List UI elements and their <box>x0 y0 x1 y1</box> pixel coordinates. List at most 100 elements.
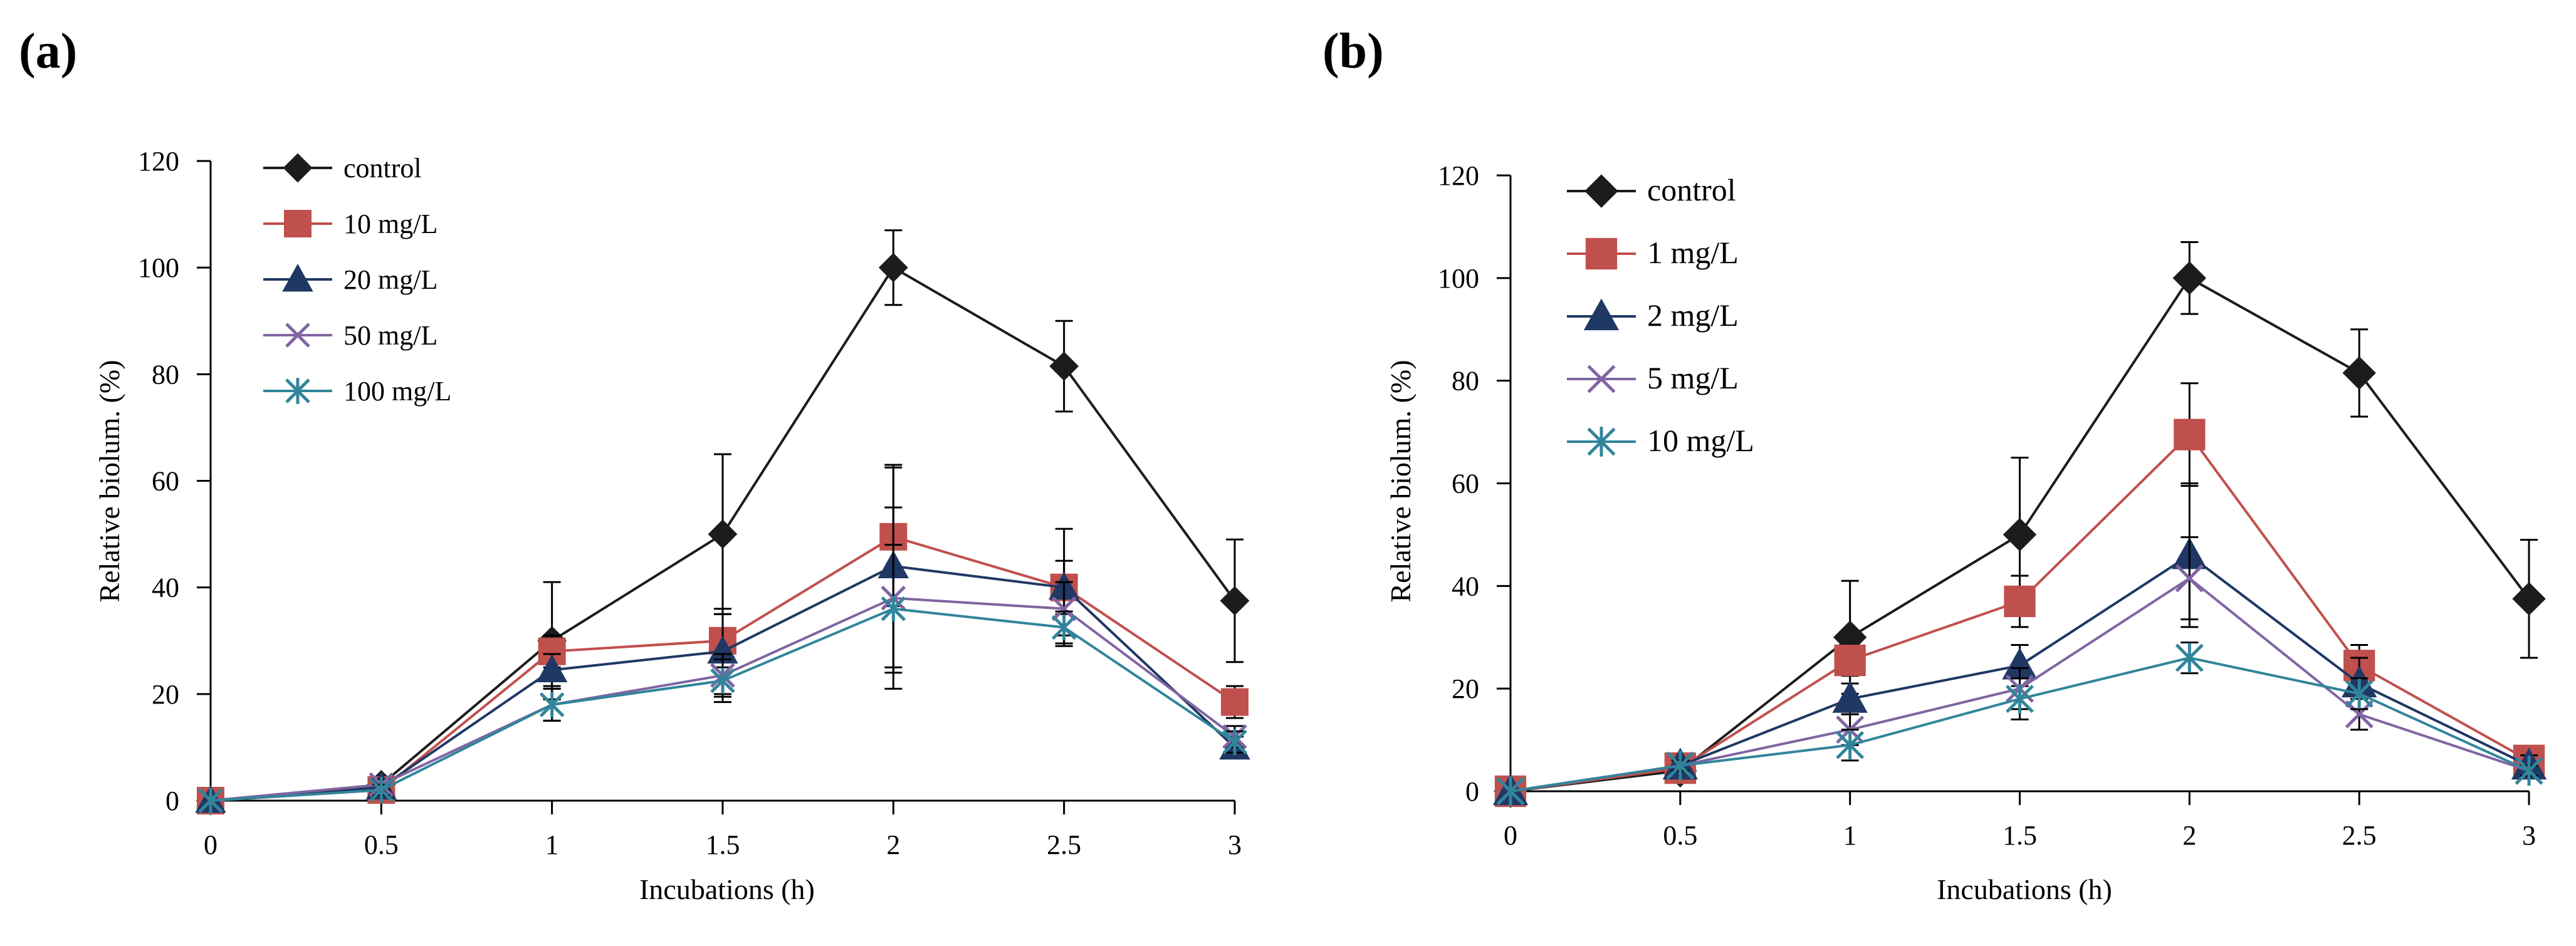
legend-item: control <box>263 153 422 184</box>
data-point-marker <box>1496 776 1525 806</box>
legend-item: 2 mg/L <box>1567 298 1739 333</box>
legend-item: 10 mg/L <box>1567 423 1754 458</box>
panel-label-b: (b) <box>1322 24 1384 79</box>
legend-item: control <box>1567 172 1736 208</box>
x-axis-label: Incubations (h) <box>639 873 815 905</box>
y-axis-label: Relative biolum. (%) <box>93 360 125 602</box>
legend: control 10 mg/L 20 mg/L 50 mg/L 100 mg/L <box>263 153 451 407</box>
y-tick-label: 100 <box>138 252 179 283</box>
legend-marker <box>1587 365 1616 393</box>
data-point-marker <box>1222 729 1247 756</box>
y-tick-label: 120 <box>138 146 179 177</box>
data-point-marker <box>369 777 394 803</box>
legend: control 1 mg/L 2 mg/L 5 mg/L 10 mg/L <box>1567 172 1754 458</box>
legend-marker <box>284 210 312 237</box>
x-tick-label: 1 <box>545 829 559 860</box>
legend-marker <box>282 263 313 292</box>
y-tick-label: 20 <box>1452 673 1479 704</box>
y-tick-label: 80 <box>1452 366 1479 397</box>
x-tick-label: 1 <box>1843 820 1857 851</box>
legend-marker <box>1584 174 1618 208</box>
legend-marker <box>1587 427 1616 457</box>
data-point-marker <box>2174 418 2206 450</box>
x-tick-label: 2 <box>886 829 900 860</box>
data-point-marker <box>2345 678 2374 709</box>
legend-label: 10 mg/L <box>1647 423 1754 458</box>
data-point-marker <box>2175 564 2204 593</box>
legend-label: 100 mg/L <box>343 376 451 407</box>
data-point-marker <box>2004 585 2036 618</box>
x-tick-label: 3 <box>2522 820 2536 851</box>
legend-label: control <box>1647 172 1736 207</box>
legend-item: 100 mg/L <box>263 376 451 407</box>
legend-label: 5 mg/L <box>1647 360 1739 395</box>
legend-label: 50 mg/L <box>343 320 437 351</box>
series-100-mg-l <box>198 544 1247 814</box>
y-tick-label: 120 <box>1438 160 1479 191</box>
data-point-marker <box>1832 681 1868 713</box>
legend-label: 20 mg/L <box>343 264 437 295</box>
data-point-marker <box>536 654 568 682</box>
legend-item: 50 mg/L <box>263 320 437 351</box>
y-tick-label: 60 <box>152 466 179 497</box>
x-tick-label: 0 <box>204 829 217 860</box>
data-point-marker <box>2175 643 2204 673</box>
legend-label: 10 mg/L <box>343 209 437 239</box>
data-point-marker <box>1051 596 1077 621</box>
data-point-marker <box>710 667 735 694</box>
data-point-marker <box>881 596 906 622</box>
legend-marker <box>285 378 310 404</box>
y-tick-label: 80 <box>152 359 179 390</box>
y-tick-label: 60 <box>1452 469 1479 499</box>
x-axis: 0 0.5 1 1.5 2 2.5 3 Incubations (h) <box>1504 790 2536 905</box>
y-tick-label: 40 <box>1452 571 1479 601</box>
legend-marker <box>283 153 313 183</box>
y-axis: 0 20 40 60 80 100 120 Relative biolum. (%) <box>93 146 212 816</box>
y-tick-label: 0 <box>165 786 179 816</box>
panel-label-a: (a) <box>19 24 77 79</box>
legend-marker <box>1585 237 1618 270</box>
data-point-marker <box>1834 644 1866 677</box>
data-point-marker <box>878 252 908 283</box>
y-tick-label: 40 <box>152 573 179 603</box>
y-tick-label: 100 <box>1438 263 1479 294</box>
legend-item: 5 mg/L <box>1567 360 1739 395</box>
x-tick-label: 0 <box>1504 820 1517 851</box>
y-axis: 0 20 40 60 80 100 120 Relative biolum. (%) <box>1385 160 1512 807</box>
x-tick-label: 3 <box>1228 829 1242 860</box>
legend-label: 1 mg/L <box>1647 235 1739 270</box>
legend-label: control <box>343 153 422 184</box>
series-10-mg-l <box>1496 641 2543 806</box>
legend-label: 2 mg/L <box>1647 298 1739 333</box>
data-point-marker <box>539 692 565 718</box>
data-point-marker <box>2003 517 2037 552</box>
legend-item: 1 mg/L <box>1567 235 1739 270</box>
series-layer <box>195 229 1250 816</box>
y-tick-label: 0 <box>1465 776 1479 807</box>
data-point-marker <box>2342 356 2376 390</box>
data-point-marker <box>2345 700 2374 729</box>
x-tick-label: 0.5 <box>364 829 399 860</box>
legend-item: 20 mg/L <box>263 263 437 295</box>
y-axis-label: Relative biolum. (%) <box>1385 360 1416 602</box>
legend-marker <box>285 323 310 348</box>
data-point-marker <box>2512 582 2546 616</box>
x-tick-label: 2 <box>2182 820 2196 851</box>
data-point-marker <box>2172 261 2207 295</box>
x-tick-label: 1.5 <box>706 829 740 860</box>
x-tick-label: 2.5 <box>2342 820 2377 851</box>
data-point-marker <box>2515 756 2543 786</box>
data-point-marker <box>1221 688 1249 716</box>
data-point-marker <box>1051 614 1077 641</box>
data-point-marker <box>2006 684 2034 714</box>
legend-marker <box>1583 298 1620 331</box>
data-point-marker <box>1666 751 1695 781</box>
series-control <box>196 229 1250 816</box>
x-tick-label: 1.5 <box>2003 820 2037 851</box>
data-point-marker <box>1220 586 1250 616</box>
x-tick-label: 0.5 <box>1663 820 1697 851</box>
y-tick-label: 20 <box>152 679 179 710</box>
